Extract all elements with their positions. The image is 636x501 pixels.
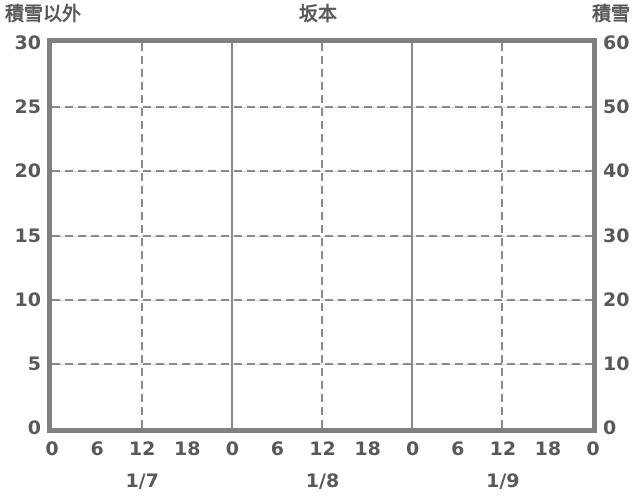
gridline-noon-dashed [321,43,323,428]
x-hour-tick-label: 18 [174,438,201,460]
y-left-tick-label: 30 [14,32,41,54]
gridline-noon-dashed [501,43,503,428]
y-left-tick-label: 5 [27,352,41,375]
gridline-day-boundary [411,43,413,428]
gridline-day-boundary [231,43,233,428]
x-hour-tick-label: 18 [534,438,562,460]
gridline-noon-dashed [141,43,143,428]
y-right-tick-label: 0 [603,417,617,439]
x-hour-tick-label: 6 [451,438,465,460]
y-right-tick-label: 50 [603,96,630,119]
y-left-tick-label: 20 [14,160,41,183]
x-hour-tick-label: 12 [489,438,517,460]
chart-title: 坂本 [298,3,337,25]
left-axis-title: 積雪以外 [5,3,82,25]
y-axis-right-ticks: 60 50 40 30 20 10 0 [603,33,636,438]
y-left-tick-label: 25 [14,96,41,119]
y-left-tick-label: 10 [14,288,41,311]
x-hour-tick-label: 0 [45,438,59,460]
y-left-tick-label: 15 [14,224,41,247]
y-right-tick-label: 20 [603,288,630,311]
right-axis-title: 積雪 [591,3,630,25]
x-hour-tick-label: 12 [309,438,336,460]
y-right-tick-label: 30 [603,224,630,247]
x-axis-date-labels: 1/7 1/8 1/9 [52,470,593,492]
x-hour-tick-label: 0 [406,438,420,460]
x-hour-tick-label: 6 [270,438,285,460]
plot-area [47,38,597,433]
x-hour-tick-label: 0 [225,438,239,460]
y-left-tick-label: 0 [27,417,41,439]
x-hour-tick-label: 0 [586,438,600,460]
x-hour-tick-label: 18 [354,438,381,460]
x-hour-tick-label: 6 [90,438,104,460]
x-date-label: 1/7 [125,470,159,492]
y-right-tick-label: 10 [603,352,630,375]
x-date-label: 1/8 [305,470,340,492]
y-right-tick-label: 60 [603,32,630,54]
y-axis-left-ticks: 30 25 20 15 10 5 0 [0,33,41,438]
x-date-label: 1/9 [486,470,520,492]
x-hour-tick-label: 12 [128,438,156,460]
y-right-tick-label: 40 [603,160,630,183]
x-axis-hour-ticks: 0 6 12 18 0 6 12 18 0 6 12 18 0 [45,438,599,460]
